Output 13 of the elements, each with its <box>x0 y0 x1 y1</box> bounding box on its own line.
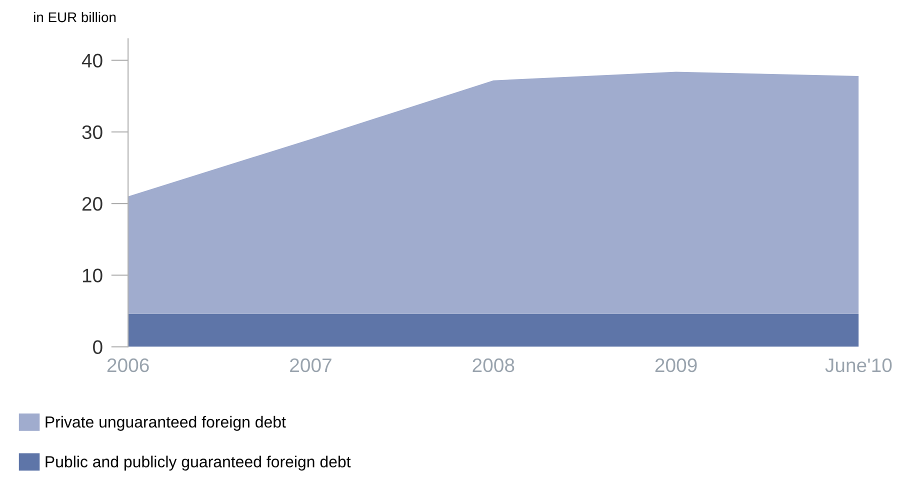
y-tick-label: 30 <box>82 125 102 140</box>
y-tick-label: 20 <box>82 197 102 211</box>
y-tick-label: 0 <box>93 340 102 354</box>
x-tick-label: 2007 <box>290 358 332 372</box>
x-tick-label: 2006 <box>107 358 149 372</box>
y-tick-label: 40 <box>82 54 102 68</box>
x-tick-label: 2008 <box>472 358 514 372</box>
legend-label: Public and publicly guaranteed foreign debt <box>46 456 351 471</box>
legend-label: Private unguaranteed foreign debt <box>46 416 286 431</box>
y-tick-label: 10 <box>82 268 102 282</box>
y-axis-title: in EUR billion <box>34 12 116 22</box>
x-tick-label: June'10 <box>825 358 892 372</box>
x-tick-label: 2009 <box>655 358 697 372</box>
